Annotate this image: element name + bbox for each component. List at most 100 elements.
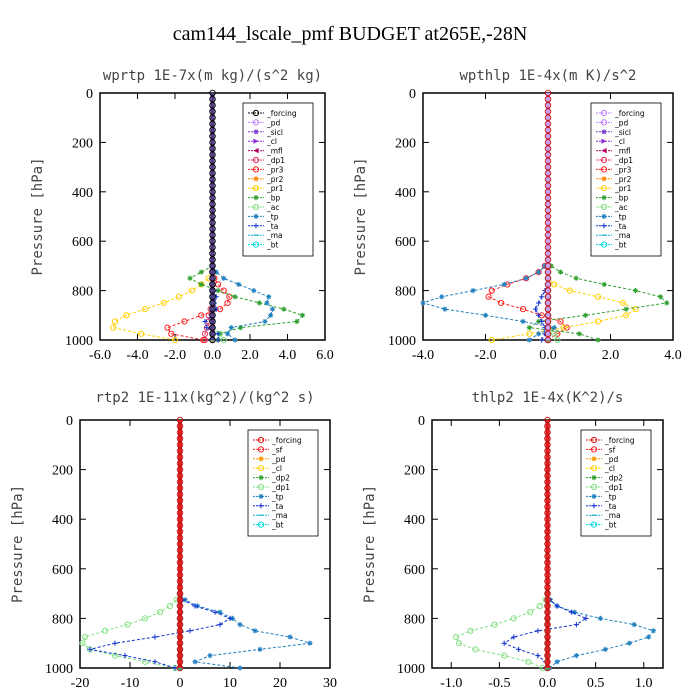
point-marker	[198, 312, 205, 319]
point-marker	[192, 603, 198, 609]
point-marker	[535, 628, 541, 634]
zero-profile-marker	[544, 250, 552, 257]
zero-profile-marker	[176, 553, 184, 560]
point-marker	[198, 281, 204, 288]
point-marker	[215, 288, 221, 294]
legend-label: _ta	[266, 222, 278, 231]
point-marker	[452, 633, 460, 641]
zero-profile-marker	[544, 435, 551, 442]
legend-entry: _dp1	[586, 483, 623, 492]
zero-profile-marker	[176, 639, 184, 647]
x-tick-label: 0	[177, 676, 184, 691]
zero-profile-marker	[544, 182, 552, 189]
point-marker	[601, 223, 607, 229]
point-marker	[420, 300, 426, 306]
legend-entry: _ma	[253, 511, 288, 520]
point-marker	[252, 628, 258, 634]
zero-profile-marker	[209, 194, 216, 202]
series-pr1	[110, 262, 216, 344]
zero-profile-marker	[176, 596, 184, 604]
legend-label: _dp1	[614, 156, 633, 165]
zero-profile-marker	[544, 577, 551, 585]
point-marker	[535, 653, 541, 659]
zero-profile-marker	[544, 145, 552, 152]
legend-label: _forcing	[614, 109, 645, 118]
legend-label: _pd	[266, 118, 281, 127]
point-marker	[590, 436, 598, 444]
series-line	[81, 593, 181, 669]
legend-box	[247, 429, 319, 537]
point-marker	[583, 615, 589, 621]
legend-label: _ta	[271, 502, 283, 511]
legend: _forcing_sf_pd_cl_dp2_dp1_tp_ta_ma_bt	[247, 429, 319, 537]
point-marker	[257, 436, 265, 444]
zero-profile-marker	[209, 281, 216, 288]
point-marker	[258, 493, 264, 499]
point-marker	[281, 306, 287, 312]
point-marker	[220, 336, 227, 344]
point-marker	[124, 621, 131, 628]
zero-profile-marker	[209, 299, 216, 307]
zero-profile-marker	[209, 170, 216, 177]
zero-profile-marker	[544, 590, 551, 597]
zero-profile-group	[209, 89, 216, 344]
point-marker	[557, 318, 564, 325]
legend-label: _bt	[271, 521, 284, 530]
point-marker	[258, 475, 264, 481]
point-marker	[650, 628, 656, 634]
point-marker	[141, 615, 149, 622]
zero-profile-marker	[544, 176, 552, 183]
y-tick-label: 200	[72, 136, 93, 151]
point-marker	[601, 148, 607, 154]
zero-profile-marker	[209, 256, 216, 263]
point-marker	[554, 659, 560, 665]
legend-entry: _forcing	[596, 109, 645, 118]
point-marker	[470, 288, 476, 294]
legend-entry: _tp	[596, 212, 627, 221]
point-marker	[536, 312, 542, 318]
point-marker	[632, 288, 639, 294]
point-marker	[220, 287, 227, 294]
point-marker	[172, 665, 178, 671]
x-tick-label: 0.0	[539, 676, 557, 691]
zero-profile-marker	[544, 268, 552, 276]
point-marker	[582, 312, 589, 318]
legend-label: _forcing	[604, 436, 635, 445]
point-marker	[594, 293, 602, 300]
point-marker	[554, 336, 561, 344]
zero-profile-marker	[544, 478, 551, 486]
point-marker	[619, 299, 627, 307]
point-marker	[488, 287, 495, 294]
zero-profile-marker	[544, 615, 551, 622]
figure-title: cam144_lscale_pmf BUDGET at265E,-28N	[173, 23, 528, 45]
point-marker	[623, 312, 630, 319]
point-marker	[138, 330, 145, 337]
point-marker	[166, 602, 174, 610]
point-marker	[600, 241, 608, 248]
legend-label: _cl	[604, 464, 615, 473]
zero-profile-marker	[544, 244, 552, 251]
zero-profile-marker	[544, 299, 552, 307]
legend-label: _pr3	[266, 165, 284, 174]
zero-profile-marker	[544, 416, 551, 424]
zero-profile-group	[544, 416, 551, 672]
legend-entry: _ma	[586, 511, 621, 520]
zero-profile-marker	[209, 108, 216, 115]
zero-profile-marker	[176, 466, 184, 473]
legend-entry: _pd	[586, 455, 619, 464]
series-bp	[187, 263, 306, 343]
point-marker	[252, 185, 260, 192]
x-tick-label: 0.0	[539, 348, 557, 363]
legend-entry: _bt	[586, 521, 617, 530]
zero-profile-marker	[544, 472, 551, 480]
point-marker	[257, 646, 263, 652]
point-marker	[192, 659, 198, 665]
y-tick-label: 0	[418, 414, 425, 429]
zero-profile-marker	[544, 293, 552, 301]
point-marker	[232, 337, 238, 343]
point-marker	[257, 446, 265, 453]
zero-profile-marker	[176, 664, 184, 672]
legend-label: _pr1	[614, 184, 632, 193]
series-line	[421, 265, 557, 341]
